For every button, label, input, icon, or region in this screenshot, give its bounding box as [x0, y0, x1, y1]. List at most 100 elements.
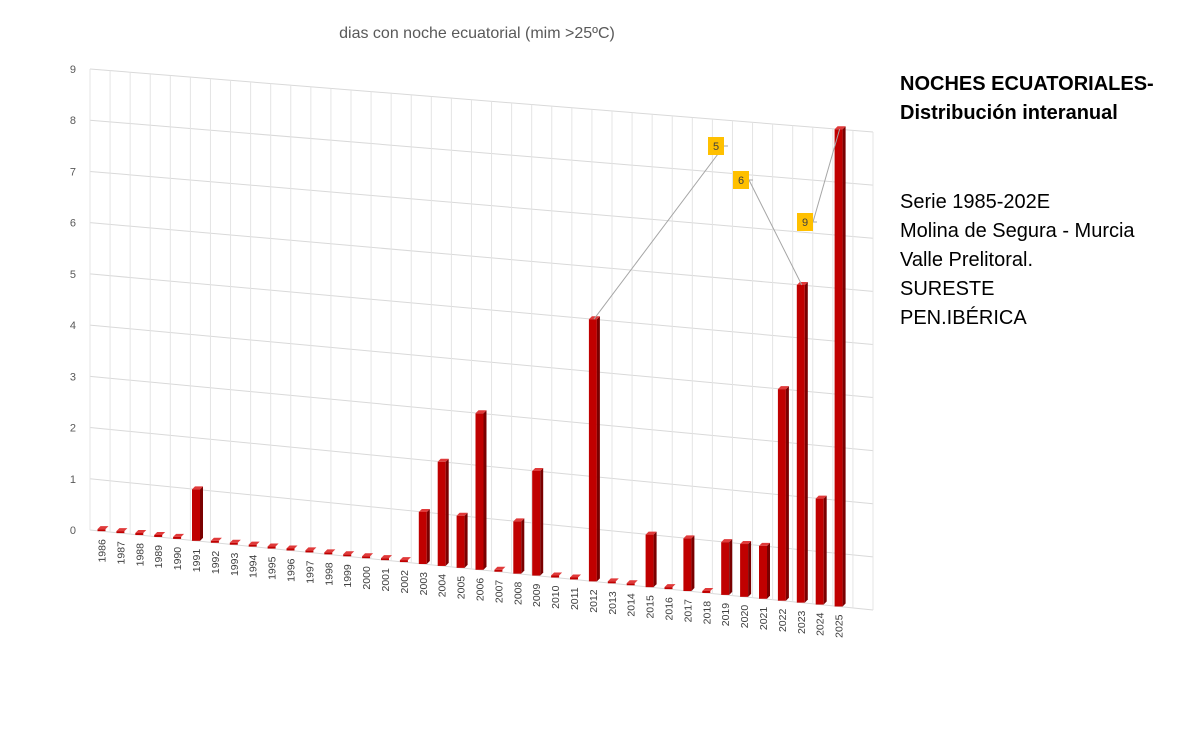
bar	[702, 587, 714, 593]
bar	[399, 557, 411, 563]
bar	[229, 539, 241, 545]
x-tick-label: 1986	[97, 539, 109, 563]
x-tick-label: 2011	[569, 587, 581, 610]
x-tick-label: 1994	[248, 554, 260, 578]
gridline-y	[89, 119, 874, 186]
y-tick-label: 1	[70, 474, 76, 486]
bar	[475, 410, 487, 570]
bar	[607, 578, 619, 584]
bar	[494, 566, 506, 572]
bar	[513, 518, 525, 574]
x-tick-label: 2005	[456, 576, 468, 600]
bar	[154, 531, 166, 537]
x-tick-label: 1988	[134, 543, 146, 567]
x-tick-label: 2002	[399, 570, 411, 594]
chart-title: dias con noche ecuatorial (mim >25ºC)	[339, 25, 615, 42]
y-tick-label: 5	[70, 269, 76, 281]
bar	[645, 531, 657, 588]
y-axis-ticks: 0 1 2 3 4 5 6 7 8 9	[70, 64, 76, 537]
bar	[418, 508, 430, 565]
bar	[116, 528, 128, 534]
side-heading-line: Distribución interanual	[900, 102, 1118, 124]
bar	[267, 543, 279, 549]
side-info-line: Molina de Segura - Murcia	[900, 220, 1135, 242]
x-tick-label: 2007	[493, 580, 505, 604]
x-tick-label: 1996	[286, 558, 298, 582]
x-tick-label: 2006	[475, 578, 487, 602]
y-tick-label: 7	[70, 166, 76, 178]
x-tick-label: 2001	[380, 568, 392, 592]
y-tick-label: 6	[70, 218, 76, 230]
side-heading-line: NOCHES ECUATORIALES-	[900, 73, 1154, 95]
callout: 6	[733, 171, 803, 286]
x-tick-label: 1995	[267, 556, 279, 580]
x-tick-label: 1987	[115, 541, 127, 565]
x-tick-label: 2013	[607, 591, 619, 615]
callout: 9	[797, 129, 841, 231]
x-tick-label: 2024	[815, 612, 827, 636]
x-tick-label: 1997	[304, 560, 316, 584]
side-info-line: PEN.IBÉRICA	[900, 307, 1027, 329]
x-tick-label: 2017	[682, 599, 694, 623]
bar	[192, 486, 203, 541]
bar	[626, 580, 638, 586]
bar	[532, 467, 544, 576]
x-tick-label: 2018	[701, 601, 713, 625]
gridline-y	[89, 324, 874, 399]
side-info-line: Valle Prelitoral.	[900, 249, 1034, 271]
gridline-y	[89, 170, 874, 239]
x-axis-ticks: 1986 1987 1988 1989 1990 1991 1992 1993 1994 1995…	[97, 539, 846, 638]
bar	[759, 542, 770, 599]
x-tick-label: 2009	[531, 583, 543, 607]
x-tick-label: 2004	[437, 574, 449, 598]
bar	[834, 126, 846, 607]
bar	[815, 495, 827, 605]
y-tick-label: 3	[70, 371, 76, 383]
bar	[305, 547, 317, 553]
bar	[551, 572, 563, 578]
bar	[437, 458, 449, 566]
x-tick-label: 2012	[588, 589, 600, 613]
x-tick-label: 2019	[720, 603, 732, 627]
x-tick-label: 2020	[739, 605, 751, 629]
x-tick-label: 1998	[323, 562, 335, 586]
x-tick-label: 2014	[626, 593, 638, 617]
bar	[570, 574, 581, 580]
x-tick-label: 2000	[361, 566, 373, 590]
x-tick-label: 1989	[153, 545, 165, 569]
x-tick-label: 1990	[172, 547, 184, 571]
bar	[324, 549, 336, 555]
x-tick-label: 1992	[210, 551, 222, 575]
callout: 5	[593, 137, 728, 320]
y-tick-label: 4	[70, 320, 76, 332]
x-tick-label: 2015	[645, 595, 657, 619]
x-tick-label: 2003	[418, 572, 430, 596]
bar	[588, 316, 600, 582]
side-info-line: SURESTE	[900, 278, 995, 300]
bar	[173, 533, 185, 539]
callout-label: 5	[713, 141, 719, 153]
bar	[210, 537, 222, 543]
chart-callouts: 5 6 9	[593, 129, 841, 320]
x-tick-label: 2010	[550, 585, 562, 609]
y-tick-label: 8	[70, 115, 76, 127]
bar	[721, 539, 733, 595]
y-tick-label: 9	[70, 64, 76, 76]
x-tick-label: 2023	[796, 610, 808, 634]
bar	[248, 541, 260, 547]
bar	[777, 386, 789, 601]
gridline-y	[89, 273, 874, 345]
bar	[362, 553, 374, 559]
side-heading: NOCHES ECUATORIALES- Distribución intera…	[900, 70, 1190, 128]
bar	[135, 530, 147, 536]
bar	[381, 555, 392, 561]
bar	[97, 526, 109, 532]
bar	[740, 541, 752, 597]
x-tick-label: 2008	[512, 581, 524, 605]
gridline-y	[89, 68, 874, 133]
bar	[456, 512, 468, 568]
bar	[683, 535, 695, 592]
y-tick-label: 0	[70, 525, 76, 537]
chart-bars	[97, 126, 846, 607]
x-tick-label: 2016	[664, 597, 676, 621]
